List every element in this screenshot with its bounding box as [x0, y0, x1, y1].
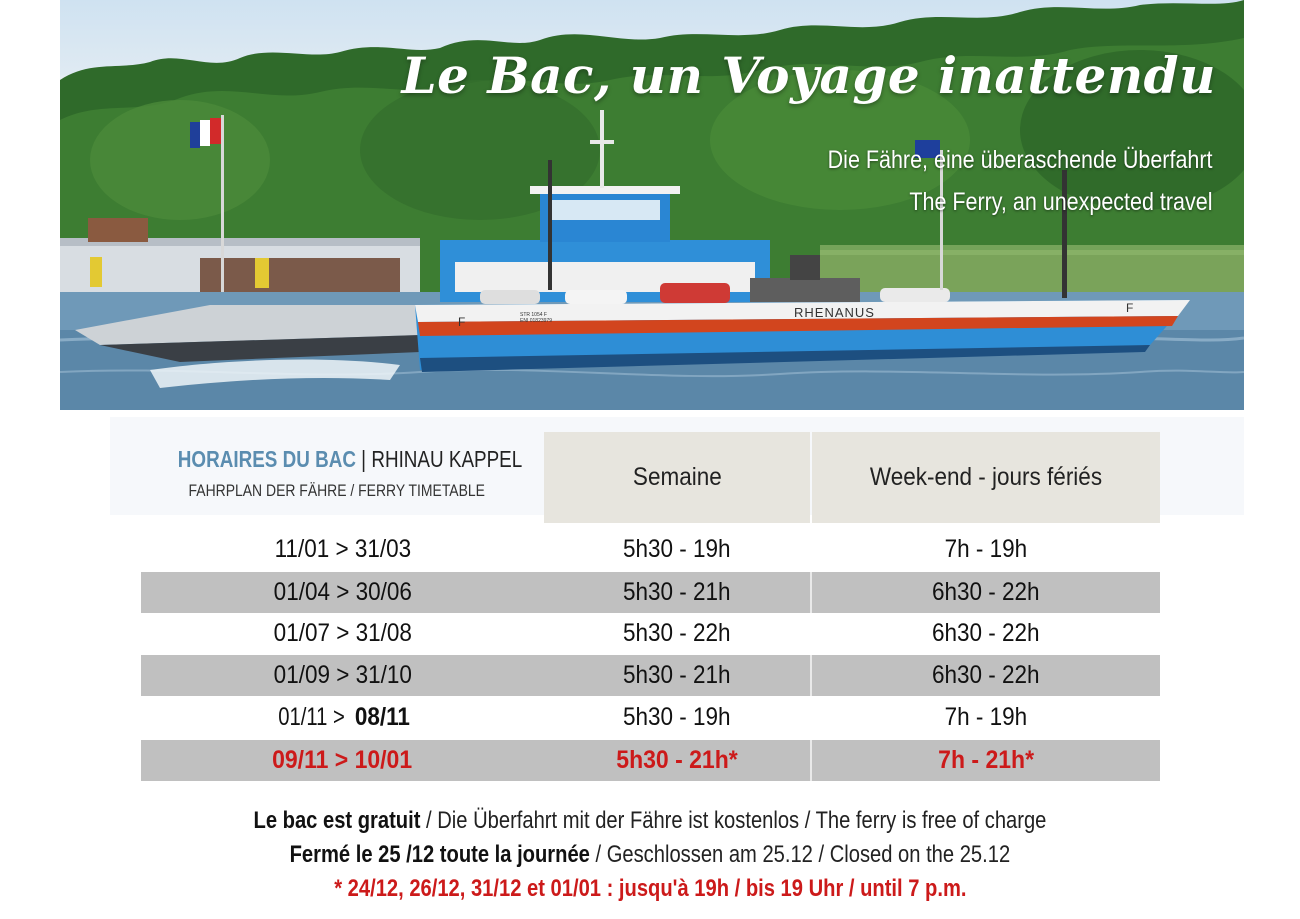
- boat-name: RHENANUS: [794, 305, 875, 320]
- hero-subtitle-en: The Ferry, an unexpected travel: [908, 188, 1212, 216]
- timetable-title: HORAIRES DU BAC | RHINAU KAPPEL: [140, 446, 534, 473]
- weekday-hours-cell: 5h30 - 19h: [623, 535, 731, 563]
- weekend-hours-cell: 7h - 19h: [944, 703, 1028, 731]
- weekend-hours-cell: 6h30 - 22h: [932, 619, 1040, 647]
- table-row: 11/01 > 31/03 5h30 - 19h 7h - 19h: [141, 529, 1160, 570]
- weekend-hours-cell: 7h - 21h*: [938, 746, 1034, 774]
- timetable-title-place: RHINAU KAPPEL: [371, 446, 523, 472]
- period-cell: 01/04 > 30/06: [273, 578, 412, 606]
- hull-letter-right: F: [1126, 301, 1133, 315]
- period-cell: 01/07 > 31/08: [273, 619, 412, 647]
- hero-subtitle-de: Die Fähre, eine überaschende Überfahrt: [827, 146, 1212, 174]
- hull-registration-1: STR 1054 F: [520, 312, 547, 318]
- hero-photo: F STR 1054 F ENI 01823979 RHENANUS F Le …: [60, 0, 1244, 410]
- hull-registration-2: ENI 01823979: [520, 318, 552, 324]
- column-header-weekend: Week-end - jours fériés: [812, 432, 1160, 523]
- weekend-hours-cell: 6h30 - 22h: [932, 661, 1040, 689]
- table-row: 01/11 > 08/11 5h30 - 19h 7h - 19h: [141, 697, 1160, 738]
- weekend-hours-cell: 6h30 - 22h: [932, 578, 1040, 606]
- period-cell: 11/01 > 31/03: [274, 535, 411, 563]
- table-row: 01/07 > 31/08 5h30 - 22h 6h30 - 22h: [141, 613, 1160, 654]
- closed-note: Fermé le 25 /12 toute la journée / Gesch…: [289, 841, 1011, 868]
- column-divider: [810, 572, 812, 613]
- table-row: 01/04 > 30/06 5h30 - 21h 6h30 - 22h: [141, 572, 1160, 613]
- table-row-highlighted: 09/11 > 10/01 5h30 - 21h* 7h - 21h*: [141, 740, 1160, 781]
- weekend-hours-cell: 7h - 19h: [944, 535, 1028, 563]
- table-row: 01/09 > 31/10 5h30 - 21h 6h30 - 22h: [141, 655, 1160, 696]
- column-divider: [810, 740, 812, 781]
- hero-title: Le Bac, un Voyage inattendu: [401, 46, 1216, 105]
- free-of-charge-note: Le bac est gratuit / Die Überfahrt mit d…: [253, 807, 1047, 834]
- hull-letter-left: F: [458, 315, 465, 329]
- timetable-title-separator: |: [361, 446, 367, 472]
- weekday-hours-cell: 5h30 - 19h: [623, 703, 731, 731]
- weekday-hours-cell: 5h30 - 22h: [623, 619, 731, 647]
- period-cell: 01/11 > 08/11: [278, 703, 411, 731]
- column-divider: [810, 655, 812, 696]
- column-header-weekday: Semaine: [544, 432, 810, 523]
- weekday-hours-cell: 5h30 - 21h: [623, 578, 731, 606]
- weekday-hours-cell: 5h30 - 21h: [623, 661, 731, 689]
- period-cell: 09/11 > 10/01: [272, 746, 413, 774]
- holiday-exception-note: * 24/12, 26/12, 31/12 et 01/01 : jusqu'à…: [333, 875, 967, 902]
- timetable-title-highlight: HORAIRES DU BAC: [177, 446, 356, 472]
- weekday-hours-cell: 5h30 - 21h*: [616, 746, 738, 774]
- ferry-illustration: F STR 1054 F ENI 01823979 RHENANUS F: [60, 0, 1244, 410]
- period-cell: 01/09 > 31/10: [273, 661, 412, 689]
- timetable-subtitle: FAHRPLAN DER FÄHRE / FERRY TIMETABLE: [188, 481, 486, 500]
